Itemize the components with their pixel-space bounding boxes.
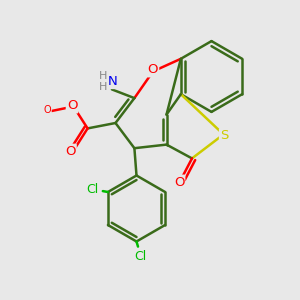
Text: O: O: [174, 176, 184, 189]
Text: Cl: Cl: [86, 183, 98, 196]
Text: Cl: Cl: [134, 250, 146, 263]
Text: N: N: [108, 75, 118, 88]
Text: O: O: [148, 63, 158, 76]
Text: O: O: [67, 99, 77, 112]
Text: O: O: [65, 145, 76, 158]
Text: S: S: [220, 129, 228, 142]
Text: H: H: [99, 82, 107, 92]
Text: O: O: [43, 105, 51, 116]
Text: H: H: [99, 70, 107, 81]
